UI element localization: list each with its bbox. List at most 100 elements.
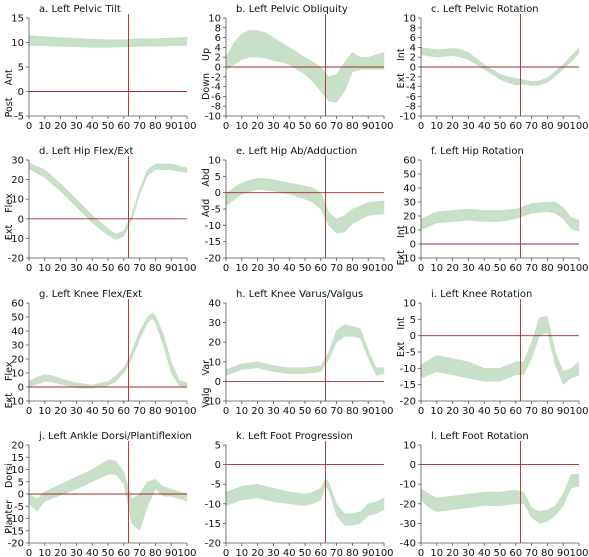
y-tick-label: 10 (403, 299, 416, 310)
x-tick-label: 50 (102, 406, 115, 417)
x-tick-label: 90 (362, 263, 375, 274)
x-tick-label: 80 (346, 406, 359, 417)
x-tick-label: 60 (117, 548, 130, 557)
x-tick-label: 10 (430, 406, 443, 417)
y-tick-label: 30 (208, 318, 221, 329)
y-tick-label: -6 (211, 92, 221, 103)
y-tick-label: 10 (208, 357, 221, 368)
x-tick-label: 50 (102, 548, 115, 557)
x-tick-label: 80 (541, 121, 554, 132)
y-tick-label: 20 (11, 441, 24, 452)
x-tick-label: 30 (462, 406, 475, 417)
x-tick-label: 20 (446, 263, 459, 274)
x-tick-label: 100 (177, 121, 196, 132)
y-tick-label: -8 (211, 102, 221, 113)
x-tick-label: 0 (418, 121, 424, 132)
normal-range-band (420, 201, 580, 232)
y-tick-label: 30 (11, 156, 24, 167)
x-tick-label: 30 (70, 263, 83, 274)
x-tick-label: 60 (314, 263, 327, 274)
x-tick-label: 60 (117, 121, 130, 132)
x-tick-label: 0 (223, 406, 229, 417)
y-tick-label: -20 (205, 254, 221, 265)
x-tick-label: 70 (525, 263, 538, 274)
y-tick-label: -30 (400, 519, 416, 530)
x-tick-label: 100 (569, 548, 588, 557)
x-tick-label: 40 (283, 406, 296, 417)
positive-direction-label: Up (201, 48, 212, 61)
x-tick-label: 10 (38, 548, 51, 557)
x-tick-label: 80 (346, 263, 359, 274)
y-tick-label: 15 (11, 14, 24, 25)
positive-direction-label: Dorsi (4, 463, 15, 488)
x-tick-label: 70 (133, 121, 146, 132)
x-tick-label: 40 (86, 406, 99, 417)
x-tick-label: 10 (430, 263, 443, 274)
positive-direction-label: Int (396, 225, 407, 238)
y-tick-label: -15 (205, 237, 221, 248)
y-tick-label: -20 (400, 397, 416, 408)
x-tick-label: 70 (525, 548, 538, 557)
x-tick-label: 70 (133, 548, 146, 557)
x-tick-label: 50 (494, 121, 507, 132)
x-tick-label: 60 (314, 548, 327, 557)
x-tick-label: 60 (117, 263, 130, 274)
positive-direction-label: Flex (4, 361, 15, 381)
panel-title: i. Left Knee Rotation (431, 289, 532, 300)
panel-10: j. Left Ankle Dorsi/Plantiflexion-20-15-… (4, 431, 197, 557)
negative-direction-label: Add (201, 199, 212, 217)
x-tick-label: 60 (314, 121, 327, 132)
y-tick-label: -10 (400, 112, 416, 123)
y-tick-label: -20 (8, 254, 24, 265)
x-tick-label: 40 (478, 548, 491, 557)
panel-5: e. Left Hip Ab/Adduction-20-15-10-505100… (201, 146, 394, 274)
y-tick-label: 5 (18, 63, 24, 74)
y-tick-label: -10 (400, 480, 416, 491)
y-tick-label: 8 (410, 23, 416, 34)
x-tick-label: 50 (299, 548, 312, 557)
x-tick-label: 0 (26, 406, 32, 417)
y-tick-label: 30 (403, 198, 416, 209)
y-tick-label: 10 (403, 226, 416, 237)
y-tick-label: 2 (215, 53, 221, 64)
y-tick-label: 4 (410, 43, 416, 54)
y-tick-label: -10 (8, 514, 24, 525)
x-tick-label: 60 (314, 406, 327, 417)
y-tick-label: 20 (208, 338, 221, 349)
y-tick-label: -15 (400, 380, 416, 391)
y-tick-label: 0 (18, 383, 24, 394)
x-tick-label: 50 (299, 263, 312, 274)
normal-range-band (420, 474, 580, 524)
x-tick-label: 80 (149, 121, 162, 132)
y-tick-label: 60 (11, 299, 24, 310)
x-tick-label: 0 (418, 548, 424, 557)
x-tick-label: 100 (374, 548, 393, 557)
y-tick-label: 10 (11, 369, 24, 380)
y-tick-label: 30 (11, 341, 24, 352)
x-tick-label: 80 (149, 406, 162, 417)
x-tick-label: 70 (525, 121, 538, 132)
y-tick-label: 2 (410, 53, 416, 64)
x-tick-label: 30 (267, 548, 280, 557)
y-tick-label: -4 (406, 82, 416, 93)
x-tick-label: 0 (223, 263, 229, 274)
x-tick-label: 40 (478, 121, 491, 132)
x-tick-label: 40 (86, 121, 99, 132)
y-tick-label: 0 (215, 188, 221, 199)
panel-title: h. Left Knee Varus/Valgus (236, 289, 363, 300)
x-tick-label: 30 (462, 263, 475, 274)
x-tick-label: 70 (330, 263, 343, 274)
x-tick-label: 0 (418, 263, 424, 274)
x-tick-label: 30 (267, 263, 280, 274)
x-tick-label: 90 (165, 263, 178, 274)
x-tick-label: 90 (362, 548, 375, 557)
normal-range-band (28, 162, 188, 240)
x-tick-label: 70 (133, 263, 146, 274)
panel-title: g. Left Knee Flex/Ext (39, 289, 142, 300)
panel-title: a. Left Pelvic Tilt (39, 4, 121, 15)
x-tick-label: 80 (541, 406, 554, 417)
x-tick-label: 50 (102, 263, 115, 274)
